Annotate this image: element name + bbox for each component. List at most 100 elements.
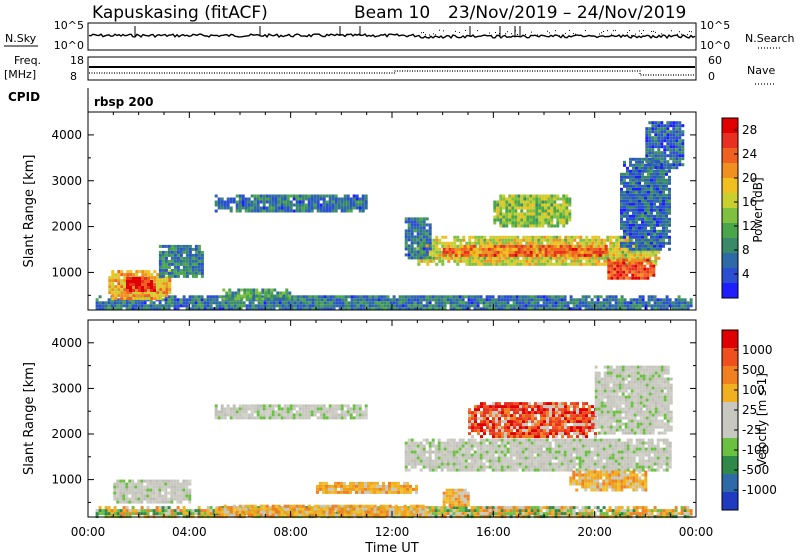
heatmap-cell: [125, 304, 129, 308]
heatmap-cell: [659, 211, 662, 215]
heatmap-cell: [229, 410, 233, 414]
heatmap-cell: [575, 512, 579, 516]
heatmap-cell: [523, 253, 527, 257]
heatmap-cell: [214, 194, 218, 198]
heatmap-cell: [591, 238, 595, 242]
heatmap-cell: [522, 259, 526, 263]
heatmap-cell: [153, 289, 156, 292]
heatmap-cell: [452, 301, 456, 305]
heatmap-cell: [497, 509, 501, 513]
heatmap-cell: [200, 268, 204, 272]
heatmap-cell: [286, 203, 290, 207]
heatmap-cell: [111, 285, 115, 289]
heatmap-cell: [517, 247, 521, 251]
heatmap-cell: [523, 218, 527, 222]
heatmap-cell: [562, 221, 566, 225]
heatmap-cell: [355, 194, 359, 198]
heatmap-cell: [675, 154, 679, 158]
heatmap-cell: [325, 194, 329, 198]
heatmap-cell: [416, 301, 420, 305]
heatmap-cell: [514, 224, 518, 228]
heatmap-cell: [235, 410, 239, 414]
heatmap-cell: [678, 145, 682, 149]
heatmap-cell: [247, 404, 251, 408]
heatmap-cell: [535, 215, 539, 219]
heatmap-cell: [123, 279, 127, 283]
heatmap-cell: [265, 404, 269, 408]
heatmap-cell: [162, 279, 166, 283]
heatmap-cell: [515, 304, 519, 308]
heatmap-cell: [167, 491, 171, 495]
heatmap-cell: [503, 509, 507, 513]
heatmap-cell: [653, 175, 656, 179]
heatmap-cell: [507, 241, 511, 245]
heatmap-cell: [686, 307, 690, 311]
heatmap-cell: [188, 295, 192, 299]
heatmap-cell: [668, 509, 672, 513]
heatmap-cell: [220, 206, 224, 210]
heatmap-cell: [592, 253, 596, 257]
heatmap-cell: [292, 507, 296, 511]
heatmap-cell: [572, 307, 576, 311]
heatmap-cell: [577, 247, 581, 251]
heatmap-cell: [669, 163, 673, 167]
heatmap-cell: [541, 253, 545, 257]
heatmap-cell: [410, 256, 414, 260]
heatmap-cell: [538, 212, 542, 216]
heatmap-cell: [623, 232, 626, 236]
heatmap-cell: [524, 301, 528, 305]
heatmap-cell: [644, 226, 647, 230]
heatmap-cell: [479, 301, 483, 305]
heatmap-cell: [656, 217, 659, 221]
heatmap-cell: [629, 157, 632, 161]
heatmap-cell: [200, 295, 204, 299]
heatmap-cell: [253, 510, 257, 514]
heatmap-cell: [638, 196, 641, 200]
heatmap-cell: [126, 294, 130, 298]
heatmap-cell: [197, 262, 201, 266]
heatmap-cell: [158, 307, 162, 311]
heatmap-cell: [122, 301, 126, 305]
heatmap-cell: [182, 298, 186, 302]
heatmap-cell: [548, 512, 552, 516]
heatmap-cell: [499, 247, 503, 251]
heatmap-cell: [633, 250, 637, 254]
heatmap-cell: [220, 510, 224, 514]
colorbar-swatch: [722, 253, 738, 269]
heatmap-cell: [590, 307, 594, 311]
heatmap-cell: [526, 200, 530, 204]
heatmap-cell: [458, 307, 462, 311]
heatmap-cell: [137, 301, 141, 305]
heatmap-cell: [591, 241, 595, 245]
heatmap-cell: [215, 506, 219, 510]
heatmap-cell: [659, 172, 662, 176]
heatmap-cell: [458, 301, 462, 305]
heatmap-cell: [556, 209, 560, 213]
heatmap-cell: [616, 264, 620, 268]
heatmap-cell: [651, 127, 655, 131]
heatmap-cell: [450, 244, 454, 248]
heatmap-cell: [247, 203, 251, 207]
heatmap-cell: [606, 250, 610, 254]
heatmap-cell: [614, 301, 618, 305]
heatmap-cell: [514, 250, 518, 254]
heatmap-cell: [659, 208, 662, 212]
heatmap-cell: [472, 253, 476, 257]
heatmap-cell: [364, 507, 368, 511]
heatmap-cell: [223, 416, 227, 420]
heatmap-cell: [358, 504, 362, 508]
heatmap-cell: [662, 232, 665, 236]
heatmap-cell: [488, 298, 492, 302]
heatmap-cell: [349, 206, 353, 210]
heatmap-cell: [429, 250, 433, 254]
heatmap-cell: [501, 241, 505, 245]
heatmap-cell: [565, 221, 569, 225]
heatmap-cell: [244, 507, 248, 511]
heatmap-cell: [547, 218, 551, 222]
heatmap-cell: [510, 259, 514, 263]
cpid-label: CPID: [8, 90, 40, 104]
heatmap-cell: [322, 209, 326, 213]
heatmap-cell: [620, 241, 623, 245]
heatmap-cell: [638, 298, 642, 302]
heatmap-cell: [508, 212, 512, 216]
